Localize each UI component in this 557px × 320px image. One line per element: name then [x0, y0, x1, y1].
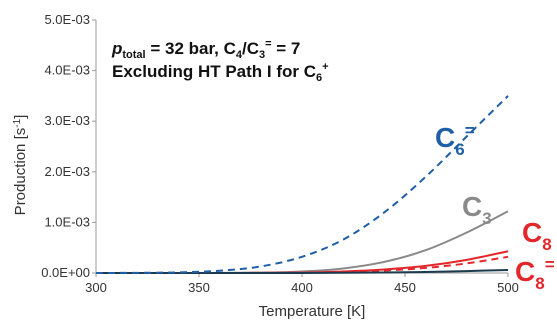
series-label-c6-olefin: C6= [435, 121, 475, 159]
annotation-line-2: Excluding HT Path I for C6+ [112, 61, 329, 84]
y-tick-label: 3.0E-03 [44, 113, 90, 128]
series-label-c3: C3 [462, 191, 492, 228]
x-axis-title: Temperature [K] [259, 303, 366, 320]
x-ticks: 300 350 400 450 500 [85, 273, 519, 295]
y-tick-label: 4.0E-03 [44, 63, 90, 78]
x-tick-label: 300 [85, 280, 107, 295]
y-tick-label: 5.0E-03 [44, 12, 90, 27]
y-tick-label: 0.0E+00 [41, 265, 90, 280]
y-axis-title: Production [s-1] [12, 115, 29, 216]
series-line-3 [96, 250, 509, 275]
series-label-c8: C8 [522, 217, 552, 254]
x-tick-label: 400 [291, 280, 313, 295]
series-line-1 [95, 95, 509, 274]
x-tick-label: 350 [188, 280, 210, 295]
x-tick-label: 500 [497, 280, 519, 295]
annotation-line-1: ptotal = 32 bar, C4/C3= = 7 [111, 38, 300, 61]
series-label-c8-olefin: C8= [515, 255, 555, 293]
y-tick-label: 1.0E-03 [44, 214, 90, 229]
y-ticks: 0.0E+00 1.0E-03 2.0E-03 3.0E-03 4.0E-03 5.0E-… [41, 12, 96, 280]
y-tick-label: 2.0E-03 [44, 164, 90, 179]
x-tick-label: 450 [394, 280, 416, 295]
series-lines [95, 95, 509, 275]
series-line-5 [96, 268, 509, 275]
